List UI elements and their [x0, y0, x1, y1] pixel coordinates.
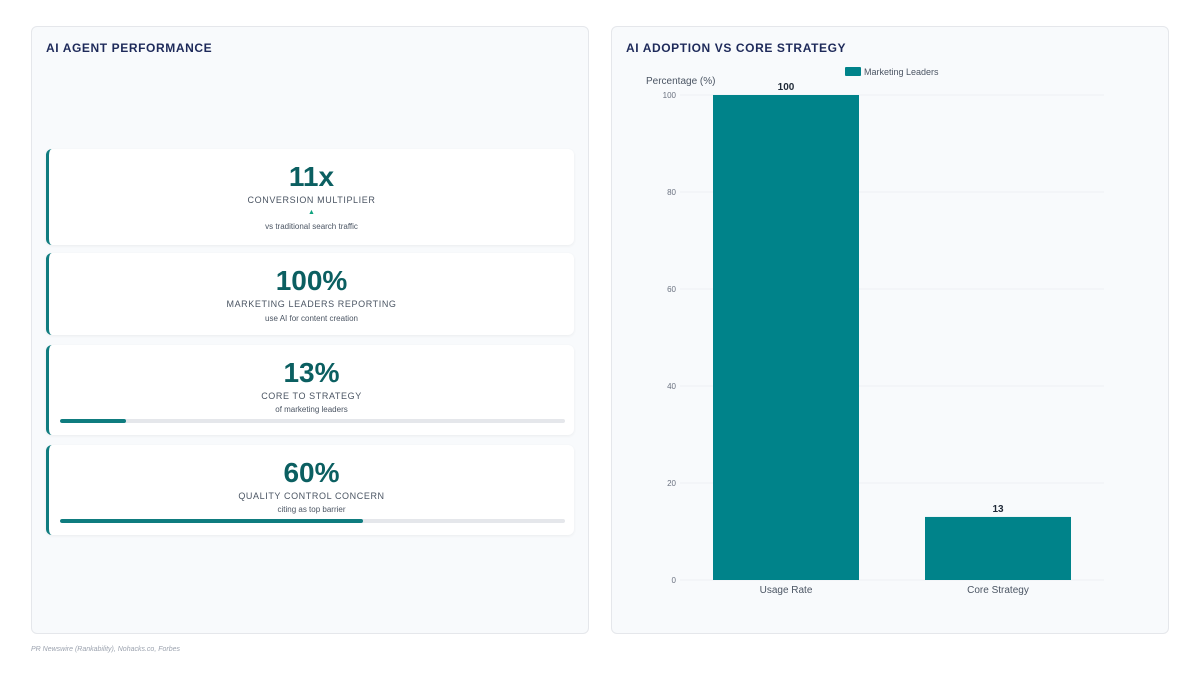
data-label: 13 — [992, 504, 1004, 515]
kpi-label: CORE TO STRATEGY — [261, 391, 362, 401]
x-tick-label: Usage Rate — [760, 585, 813, 596]
x-tick-label: Core Strategy — [967, 585, 1029, 596]
kpi-card-quality-concern: 60% QUALITY CONTROL CONCERN citing as to… — [46, 445, 574, 535]
chart-panel: AI ADOPTION VS CORE STRATEGY 0 20 40 60 80 10… — [611, 26, 1169, 634]
y-tick-label: 40 — [667, 382, 676, 391]
kpi-value: 13% — [283, 357, 340, 388]
legend-swatch — [845, 67, 861, 76]
progress-bar — [60, 519, 565, 523]
kpi-card-conversion: 11x CONVERSION MULTIPLIER ▲ vs tradition… — [46, 149, 574, 245]
y-tick-label: 80 — [667, 188, 676, 197]
data-label: 100 — [778, 82, 795, 93]
bar — [713, 95, 859, 580]
kpi-subtext: vs traditional search traffic — [265, 222, 358, 231]
kpi-value: 60% — [283, 457, 340, 488]
kpi-subtext: use AI for content creation — [265, 314, 358, 323]
chart-panel-title: AI ADOPTION VS CORE STRATEGY — [626, 41, 847, 55]
kpi-label: CONVERSION MULTIPLIER — [247, 195, 376, 205]
progress-fill — [60, 419, 126, 423]
kpi-label: QUALITY CONTROL CONCERN — [238, 491, 385, 501]
y-tick-label: 60 — [667, 285, 676, 294]
kpi-subtext: citing as top barrier — [277, 505, 346, 514]
legend-label: Marketing Leaders — [864, 67, 939, 77]
kpi-subtext: of marketing leaders — [275, 405, 348, 414]
kpi-card-marketing-leaders: 100% MARKETING LEADERS REPORTING use AI … — [46, 253, 574, 335]
kpi-value: 11x — [288, 161, 335, 192]
kpi-panel-title: AI AGENT PERFORMANCE — [46, 41, 213, 55]
bar-chart: 0 20 40 60 80 100 Percentage (%) Marketing Lead… — [646, 67, 1104, 596]
kpi-panel: AI AGENT PERFORMANCE 11x CONVERSION MULT… — [31, 26, 589, 634]
y-axis-label: Percentage (%) — [646, 76, 715, 87]
progress-bar — [60, 419, 565, 423]
kpi-card-core-strategy: 13% CORE TO STRATEGY of marketing leader… — [46, 345, 574, 435]
bar — [925, 516, 1071, 580]
y-tick-label: 0 — [672, 576, 677, 585]
progress-fill — [60, 519, 363, 523]
y-tick-label: 20 — [667, 479, 676, 488]
y-tick-label: 100 — [663, 91, 677, 100]
kpi-label: MARKETING LEADERS REPORTING — [226, 299, 397, 309]
trend-up-icon: ▲ — [308, 209, 315, 216]
source-note: PR Newswire (Rankability), Nohacks.co, F… — [31, 646, 180, 653]
kpi-value: 100% — [275, 265, 348, 296]
